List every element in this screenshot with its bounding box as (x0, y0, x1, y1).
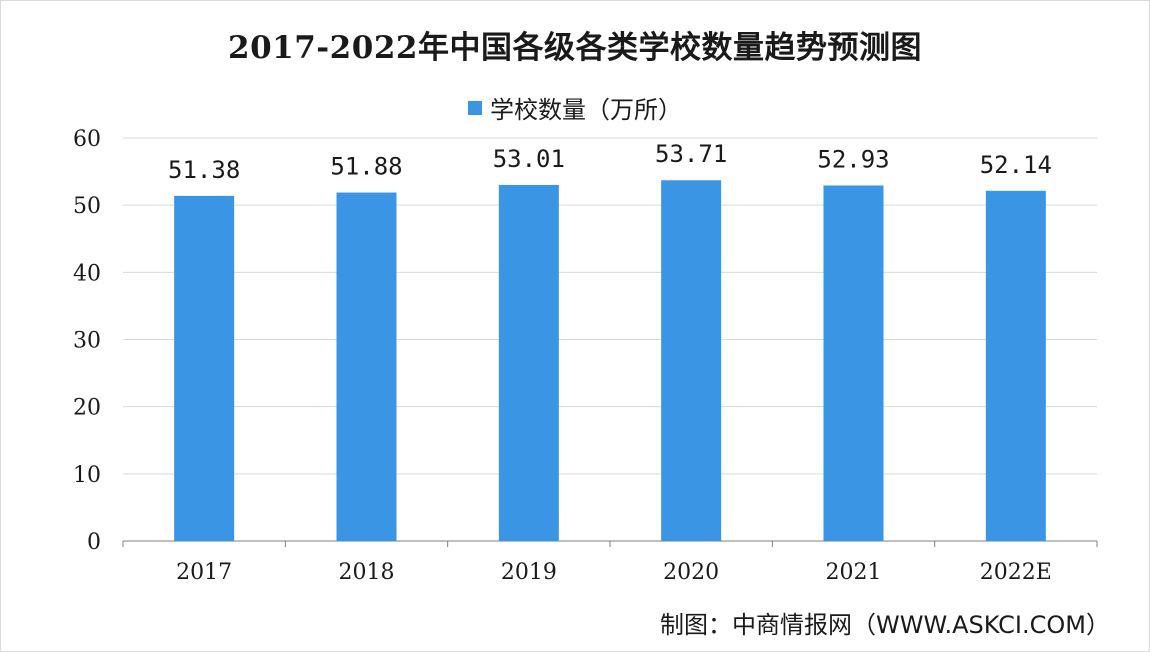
legend-label: 学校数量（万所） (490, 96, 682, 124)
bar (985, 190, 1046, 541)
bar (823, 185, 884, 542)
chart-legend: 学校数量（万所） (0, 90, 1150, 125)
data-label: 52.14 (980, 151, 1052, 179)
chart-title: 2017-2022年中国各级各类学校数量趋势预测图 (228, 30, 922, 66)
source-credit: 制图：中商情报网（WWW.ASKCI.COM） (660, 611, 1110, 639)
x-tick-label: 2019 (501, 560, 557, 585)
data-label: 53.71 (655, 140, 727, 168)
y-tick-label: 0 (87, 530, 101, 555)
bar (336, 192, 397, 541)
bar (174, 195, 235, 542)
x-tick-label: 2021 (826, 560, 882, 585)
y-tick-label: 50 (73, 194, 101, 219)
bar (498, 184, 559, 541)
bar (661, 180, 722, 541)
data-label: 51.88 (330, 153, 402, 181)
data-label: 51.38 (168, 156, 240, 184)
y-tick-label: 20 (73, 396, 101, 421)
y-tick-label: 30 (73, 329, 101, 354)
legend-swatch (468, 100, 482, 115)
x-tick-label: 2020 (663, 560, 719, 585)
x-tick-label: 2018 (339, 560, 395, 585)
data-label: 53.01 (493, 145, 565, 173)
x-tick-label: 2017 (176, 560, 232, 585)
data-label: 52.93 (817, 145, 889, 173)
y-tick-label: 60 (73, 127, 101, 152)
y-tick-label: 10 (73, 463, 101, 488)
y-tick-label: 40 (73, 261, 101, 286)
x-tick-label: 2022E (980, 560, 1052, 585)
